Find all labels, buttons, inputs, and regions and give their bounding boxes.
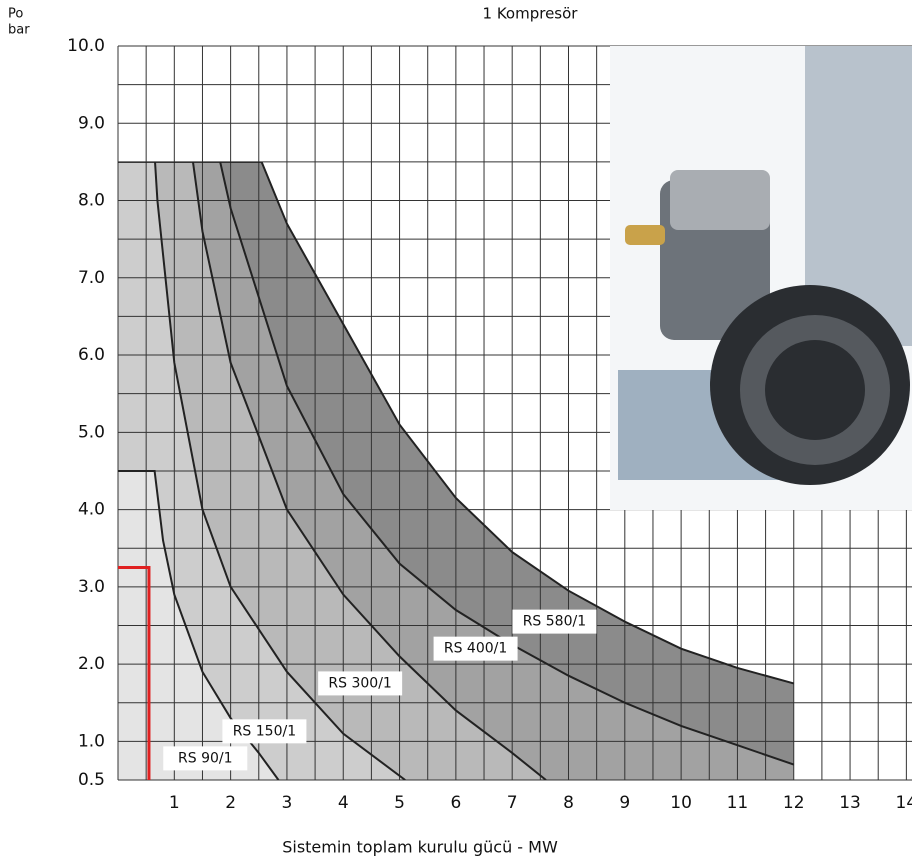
x-tick-label: 7 [507,793,518,813]
x-tick-label: 13 [839,793,861,813]
y-tick-label: 2.0 [78,654,105,674]
series-label: RS 400/1 [433,636,518,661]
compressor-photo [610,46,912,510]
series-label: RS 90/1 [163,746,248,771]
chart-title: 1 Kompresör [483,5,579,23]
y-tick-label: 10.0 [67,36,105,56]
x-tick-label: 1 [169,793,180,813]
curve [118,469,280,781]
x-tick-label: 3 [282,793,293,813]
x-axis-label: Sistemin toplam kurulu gücü - MW [282,838,558,857]
x-tick-label: 14 [896,793,912,813]
series-label: RS 580/1 [512,609,597,634]
curve [219,161,795,766]
example-marker [118,566,151,780]
label-box [163,746,248,771]
series-name: RS 150/1 [233,723,296,739]
x-tick-label: 9 [619,793,630,813]
label-box [222,719,307,744]
x-tick-label: 8 [563,793,574,813]
y-tick-label: 4.0 [78,500,105,520]
y-tick-label: 7.0 [78,268,105,288]
y-tick-label: 1.0 [78,731,105,751]
x-tick-label: 12 [783,793,805,813]
series-name: RS 580/1 [523,614,586,630]
curve [118,161,795,685]
x-tick-label: 6 [450,793,461,813]
label-box [433,636,518,661]
series-name: RS 400/1 [444,641,507,657]
y-tick-label: 6.0 [78,345,105,365]
x-tick-label: 5 [394,793,405,813]
y-tick-label: 8.0 [78,191,105,211]
y-tick-label: 0.5 [78,770,105,790]
y-tick-label: 5.0 [78,422,105,442]
series-label: RS 150/1 [222,719,307,744]
curve [191,161,547,781]
x-tick-label: 11 [727,793,749,813]
x-tick-label: 10 [670,793,692,813]
series-label: RS 300/1 [318,671,403,696]
label-box [512,609,597,634]
curve [154,161,406,781]
y-axis-label: Po [8,7,23,22]
label-box [318,671,403,696]
y-tick-label: 9.0 [78,113,105,133]
x-tick-label: 4 [338,793,349,813]
y-tick-label: 3.0 [78,577,105,597]
series-name: RS 300/1 [328,675,391,691]
x-tick-label: 2 [225,793,236,813]
y-axis-label: bar [8,23,30,38]
series-name: RS 90/1 [178,750,233,766]
